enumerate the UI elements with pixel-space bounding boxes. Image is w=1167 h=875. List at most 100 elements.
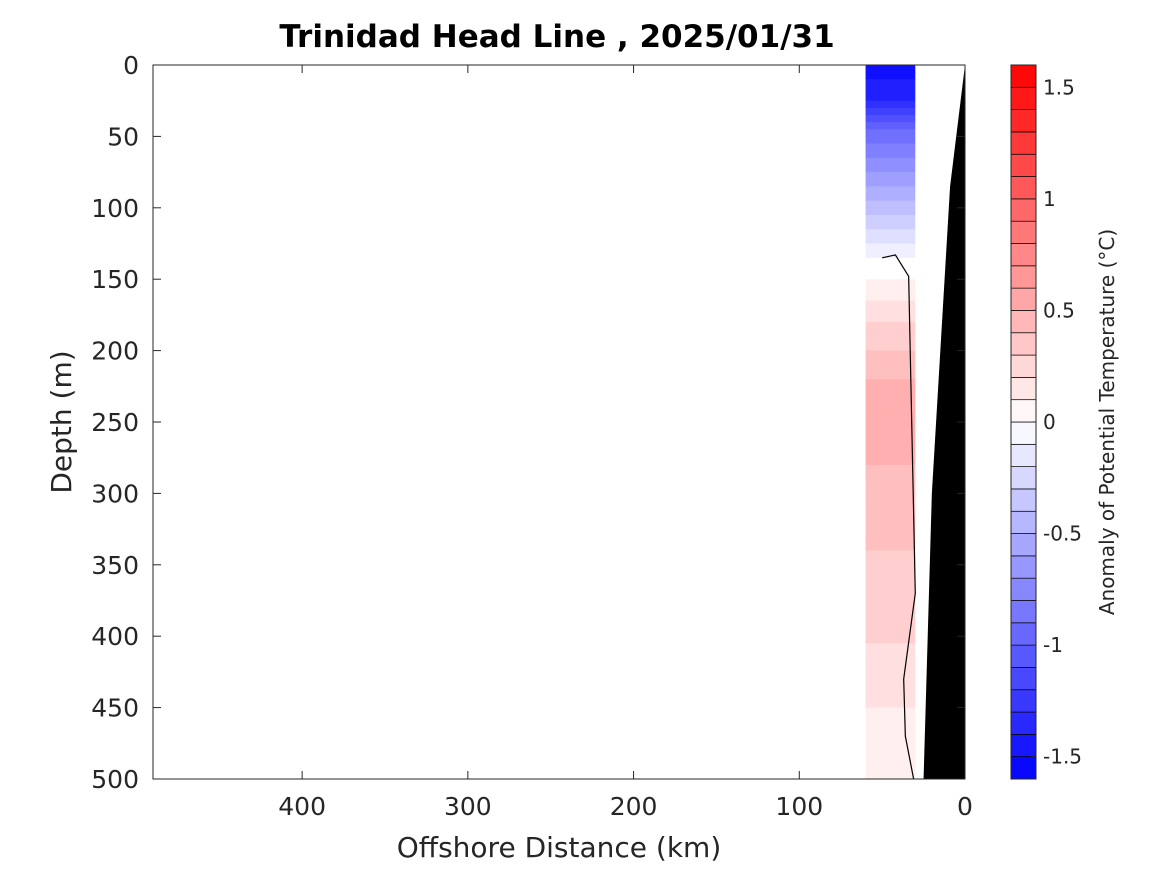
anomaly-band xyxy=(865,200,916,209)
anomaly-band xyxy=(865,343,916,352)
colorbar-swatch xyxy=(1010,734,1037,758)
anomaly-band xyxy=(865,214,916,223)
seafloor xyxy=(923,65,965,779)
anomaly-band xyxy=(865,422,916,430)
anomaly-band xyxy=(865,507,916,516)
anomaly-band xyxy=(865,250,916,259)
y-tick-label: 450 xyxy=(91,694,139,723)
anomaly-band xyxy=(865,293,916,302)
colorbar-tick-label: 0.5 xyxy=(1043,298,1075,322)
anomaly-band xyxy=(865,593,916,602)
anomaly-band xyxy=(865,257,916,266)
anomaly-band xyxy=(865,643,916,652)
y-tick-label: 100 xyxy=(91,194,139,223)
colorbar-swatch xyxy=(1010,64,1037,88)
anomaly-band xyxy=(865,229,916,237)
anomaly-band xyxy=(865,757,916,766)
y-tick-label: 300 xyxy=(91,479,139,508)
anomaly-band xyxy=(865,714,916,723)
colorbar-swatch xyxy=(1010,153,1037,177)
colorbar-swatch xyxy=(1010,377,1037,401)
anomaly-band xyxy=(865,207,916,216)
anomaly-band xyxy=(865,150,916,159)
anomaly-band xyxy=(865,621,916,630)
anomaly-band xyxy=(865,764,916,773)
colorbar-swatch xyxy=(1010,399,1037,423)
anomaly-band xyxy=(865,86,916,95)
anomaly-band xyxy=(865,443,916,452)
y-axis: 0 50 100 150 200 250 300 350 400 450 500 xyxy=(91,51,965,794)
chart-title: Trinidad Head Line , 2025/01/31 xyxy=(279,19,834,55)
anomaly-band xyxy=(865,550,916,559)
colorbar: 1.5 1 0.5 0 -0.5 -1 -1.5 xyxy=(1010,64,1082,780)
anomaly-band xyxy=(865,72,916,80)
colorbar-swatch xyxy=(1010,109,1037,133)
anomaly-band xyxy=(865,450,916,459)
colorbar-swatch xyxy=(1010,176,1037,200)
colorbar-swatch xyxy=(1010,220,1037,244)
colorbar-swatch xyxy=(1010,600,1037,624)
colorbar-tick-label: -0.5 xyxy=(1043,522,1082,546)
anomaly-band xyxy=(865,243,916,252)
y-tick-label: 400 xyxy=(91,622,139,651)
anomaly-band xyxy=(865,407,916,416)
colorbar-tick-label: 1 xyxy=(1043,187,1056,211)
colorbar-swatch xyxy=(1010,577,1037,601)
anomaly-band xyxy=(865,193,916,202)
colorbar-swatch xyxy=(1010,622,1037,646)
colorbar-tick-label: -1.5 xyxy=(1043,745,1082,769)
anomaly-band xyxy=(865,300,916,309)
colorbar-swatch xyxy=(1010,243,1037,267)
y-axis-label: Depth (m) xyxy=(45,350,78,493)
anomaly-band xyxy=(865,279,916,287)
colorbar-swatch xyxy=(1010,488,1037,512)
colorbar-label: Anomaly of Potential Temperature (°C) xyxy=(1095,229,1119,615)
anomaly-band xyxy=(865,579,916,587)
anomaly-band xyxy=(865,650,916,659)
anomaly-band xyxy=(865,386,916,395)
colorbar-swatch xyxy=(1010,86,1037,110)
anomaly-band xyxy=(865,564,916,573)
anomaly-band xyxy=(865,771,916,779)
anomaly-band xyxy=(865,464,916,473)
anomaly-band xyxy=(865,479,916,487)
anomaly-band xyxy=(865,307,916,316)
colorbar-swatch xyxy=(1010,510,1037,534)
anomaly-band xyxy=(865,586,916,594)
colorbar-tick-label: 0 xyxy=(1043,410,1056,434)
colorbar-swatch xyxy=(1010,644,1037,668)
zero-contour xyxy=(882,254,916,779)
colorbar-swatch xyxy=(1010,198,1037,222)
anomaly-band xyxy=(865,529,916,537)
anomaly-band xyxy=(865,671,916,680)
y-tick-label: 500 xyxy=(91,765,139,794)
anomaly-band xyxy=(865,372,916,380)
anomaly-band xyxy=(865,414,916,423)
anomaly-band xyxy=(865,629,916,637)
colorbar-swatch xyxy=(1010,555,1037,579)
x-axis: 400 300 200 100 0 xyxy=(278,65,973,821)
anomaly-band xyxy=(865,614,916,623)
anomaly-band xyxy=(865,436,916,445)
anomaly-band xyxy=(865,222,916,230)
x-tick-label: 400 xyxy=(278,792,326,821)
colorbar-swatch xyxy=(1010,287,1037,311)
colorbar-swatch xyxy=(1010,443,1037,467)
anomaly-band xyxy=(865,729,916,737)
colorbar-swatch xyxy=(1010,711,1037,735)
anomaly-band xyxy=(865,79,916,88)
colorbar-swatch xyxy=(1010,689,1037,713)
colorbar-tick-label: 1.5 xyxy=(1043,75,1075,99)
y-tick-label: 150 xyxy=(91,265,139,294)
anomaly-band xyxy=(865,543,916,552)
colorbar-swatch xyxy=(1010,131,1037,155)
anomaly-band xyxy=(865,721,916,730)
colorbar-swatch xyxy=(1010,265,1037,289)
anomaly-band xyxy=(865,329,916,337)
anomaly-band xyxy=(865,486,916,494)
anomaly-band xyxy=(865,750,916,759)
anomaly-band xyxy=(865,693,916,702)
y-tick-label: 50 xyxy=(107,122,139,151)
anomaly-band xyxy=(865,272,916,280)
